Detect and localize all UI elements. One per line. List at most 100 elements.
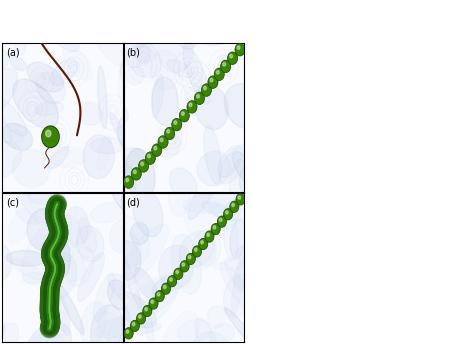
Ellipse shape <box>195 318 219 344</box>
Ellipse shape <box>91 138 124 154</box>
Ellipse shape <box>122 256 141 309</box>
Circle shape <box>46 130 51 137</box>
Ellipse shape <box>177 320 211 343</box>
Ellipse shape <box>122 168 140 226</box>
Circle shape <box>188 256 191 259</box>
Ellipse shape <box>40 234 85 281</box>
Circle shape <box>170 278 172 281</box>
Circle shape <box>42 126 59 148</box>
Circle shape <box>137 313 146 324</box>
Ellipse shape <box>102 213 149 266</box>
Ellipse shape <box>13 79 58 128</box>
Text: (a): (a) <box>6 47 19 57</box>
Circle shape <box>131 168 141 180</box>
Ellipse shape <box>208 305 226 328</box>
Circle shape <box>210 78 213 82</box>
Ellipse shape <box>0 94 12 143</box>
Ellipse shape <box>237 245 261 264</box>
Ellipse shape <box>0 68 18 116</box>
Ellipse shape <box>168 170 190 217</box>
Circle shape <box>133 170 137 174</box>
Circle shape <box>213 226 216 229</box>
Ellipse shape <box>232 152 260 188</box>
Ellipse shape <box>219 199 242 230</box>
Ellipse shape <box>204 125 221 184</box>
Circle shape <box>237 46 240 50</box>
Circle shape <box>147 154 150 158</box>
Ellipse shape <box>179 231 215 267</box>
Ellipse shape <box>190 332 230 344</box>
Ellipse shape <box>43 252 77 299</box>
Ellipse shape <box>0 322 6 339</box>
Circle shape <box>207 233 210 236</box>
Circle shape <box>124 176 134 188</box>
Circle shape <box>151 300 154 303</box>
Circle shape <box>132 322 135 326</box>
Ellipse shape <box>22 272 44 283</box>
Circle shape <box>217 216 227 227</box>
Ellipse shape <box>158 29 193 73</box>
Ellipse shape <box>79 218 97 252</box>
Circle shape <box>168 276 177 287</box>
Circle shape <box>199 238 208 250</box>
Ellipse shape <box>130 223 149 245</box>
Ellipse shape <box>118 64 128 103</box>
Ellipse shape <box>184 192 220 238</box>
Circle shape <box>189 103 192 107</box>
Ellipse shape <box>91 305 123 344</box>
Ellipse shape <box>229 159 248 218</box>
Ellipse shape <box>2 123 33 150</box>
Ellipse shape <box>133 190 163 237</box>
Circle shape <box>216 71 219 74</box>
Ellipse shape <box>124 284 134 317</box>
Circle shape <box>197 95 200 98</box>
Ellipse shape <box>27 170 61 204</box>
Ellipse shape <box>141 303 154 344</box>
Circle shape <box>194 92 204 105</box>
Ellipse shape <box>111 172 139 212</box>
Ellipse shape <box>219 55 232 76</box>
Ellipse shape <box>79 102 102 125</box>
Ellipse shape <box>0 243 12 282</box>
Circle shape <box>201 240 203 244</box>
Ellipse shape <box>15 35 26 55</box>
Ellipse shape <box>27 62 64 92</box>
Ellipse shape <box>112 284 139 300</box>
Ellipse shape <box>152 278 168 294</box>
Ellipse shape <box>239 192 261 218</box>
Ellipse shape <box>97 135 111 170</box>
Ellipse shape <box>152 77 178 126</box>
Ellipse shape <box>110 278 131 298</box>
Circle shape <box>230 201 239 213</box>
Ellipse shape <box>110 217 139 253</box>
Ellipse shape <box>95 318 135 338</box>
Circle shape <box>186 253 195 265</box>
Ellipse shape <box>12 259 43 280</box>
Ellipse shape <box>219 145 249 184</box>
Ellipse shape <box>26 334 59 344</box>
Circle shape <box>167 130 170 133</box>
Ellipse shape <box>26 323 72 344</box>
Ellipse shape <box>101 22 123 43</box>
Circle shape <box>236 194 245 205</box>
Circle shape <box>138 315 141 318</box>
Ellipse shape <box>125 323 161 334</box>
Ellipse shape <box>151 51 181 90</box>
Ellipse shape <box>6 250 46 266</box>
Circle shape <box>161 283 171 294</box>
Ellipse shape <box>183 191 249 213</box>
Circle shape <box>126 330 129 333</box>
Ellipse shape <box>120 55 146 87</box>
Circle shape <box>155 290 164 302</box>
Ellipse shape <box>50 59 78 86</box>
Circle shape <box>214 68 224 80</box>
Ellipse shape <box>208 182 237 217</box>
Ellipse shape <box>91 203 123 223</box>
Ellipse shape <box>102 303 130 344</box>
Ellipse shape <box>108 314 148 344</box>
Ellipse shape <box>0 49 8 70</box>
Ellipse shape <box>202 202 242 221</box>
Ellipse shape <box>109 112 129 150</box>
Ellipse shape <box>224 213 238 260</box>
Circle shape <box>43 127 58 147</box>
